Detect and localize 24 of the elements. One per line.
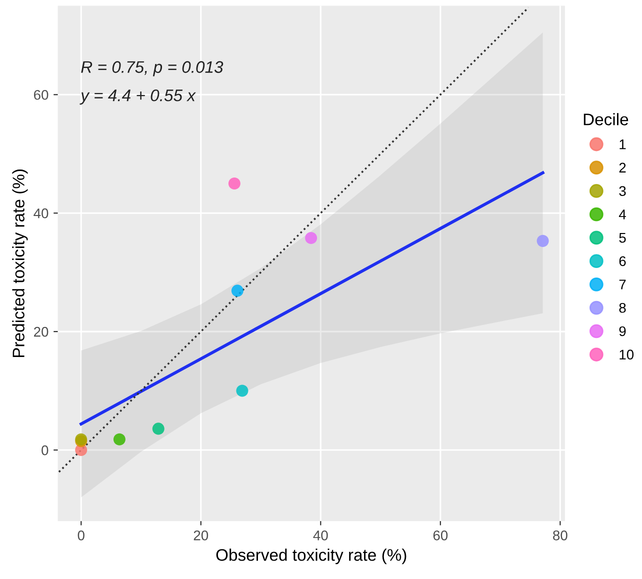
legend-label: 3 <box>619 186 626 196</box>
y-tick-label: 20 <box>34 326 48 337</box>
y-tick-label: 0 <box>42 445 48 456</box>
x-tick-label: 0 <box>78 530 84 540</box>
annotation: R = 0.75, p = 0.013 <box>81 61 224 76</box>
legend-label: 7 <box>619 280 626 290</box>
y-tick-label: 60 <box>34 90 48 100</box>
legend-label: 2 <box>619 162 626 172</box>
legend-label: 4 <box>618 210 626 220</box>
y-tick-label: 40 <box>34 208 48 218</box>
x-tick-label: 20 <box>194 530 208 540</box>
y-axis-title: Predicted toxicity rate (%) <box>12 170 28 358</box>
legend-label: 6 <box>619 256 626 266</box>
x-tick-label: 40 <box>313 530 328 540</box>
legend-label: 5 <box>619 233 626 243</box>
annotation: y = 4.4 + 0.55 x <box>80 89 196 105</box>
legend-label: 1 <box>620 140 626 150</box>
x-axis-title: Observed toxicity rate (%) <box>216 548 406 564</box>
legend-label: 10 <box>620 350 634 360</box>
legend-title: Decile <box>584 113 628 126</box>
legend-label: 8 <box>619 302 626 313</box>
x-tick-label: 80 <box>553 530 568 540</box>
legend-label: 9 <box>619 326 626 336</box>
x-tick-label: 60 <box>433 530 448 540</box>
